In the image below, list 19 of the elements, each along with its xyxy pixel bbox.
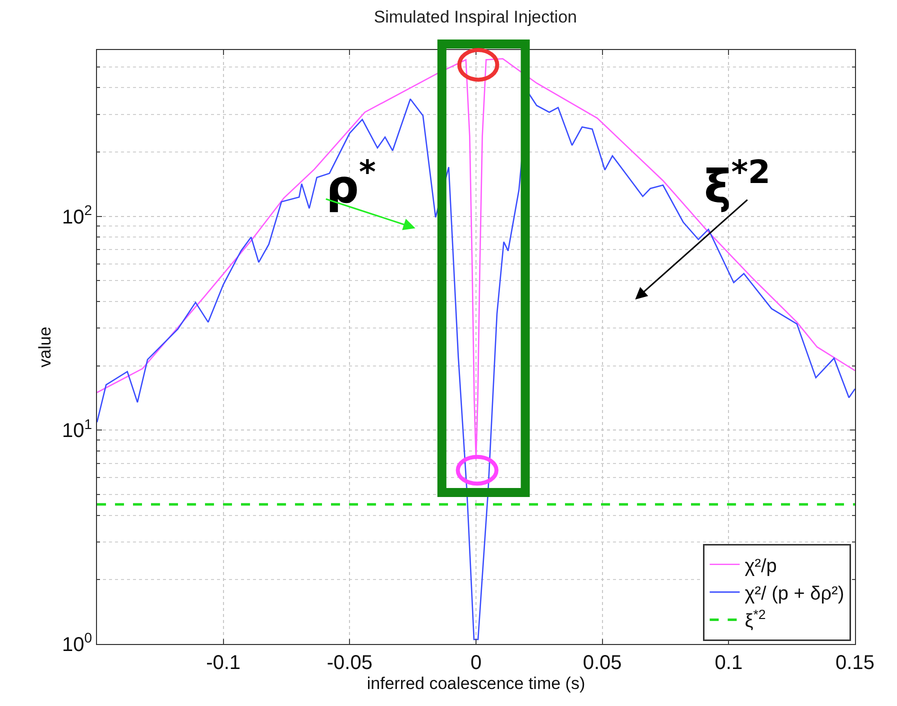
annotation: ξ$^{*2}$ [704, 153, 770, 214]
x-tick-label: -0.1 [206, 652, 241, 674]
x-tick-label: 0 [470, 652, 482, 674]
chart-title: Simulated Inspiral Injection [374, 7, 577, 26]
x-axis-title: inferred coalescence time (s) [366, 674, 586, 693]
y-tick-label: 10$^{0}$ [62, 630, 92, 656]
y-axis-title: value [36, 326, 55, 368]
annotation: ρ$^{*}$ [326, 153, 376, 214]
x-tick-label: 0.05 [582, 652, 622, 674]
line-series [97, 58, 855, 460]
legend-label: χ²/p [744, 556, 777, 577]
y-tick-label: 10$^{1}$ [62, 416, 92, 442]
x-tick-label: -0.05 [326, 652, 372, 674]
legend-label: ξ$^{*2}$ [744, 607, 766, 632]
legend-label: χ²/ (p + δρ²) [744, 583, 844, 604]
x-tick-label: 0.15 [836, 652, 874, 674]
y-tick-label: 10$^{2}$ [62, 202, 92, 228]
x-tick-label: 0.1 [714, 652, 743, 674]
line-series [97, 92, 855, 640]
